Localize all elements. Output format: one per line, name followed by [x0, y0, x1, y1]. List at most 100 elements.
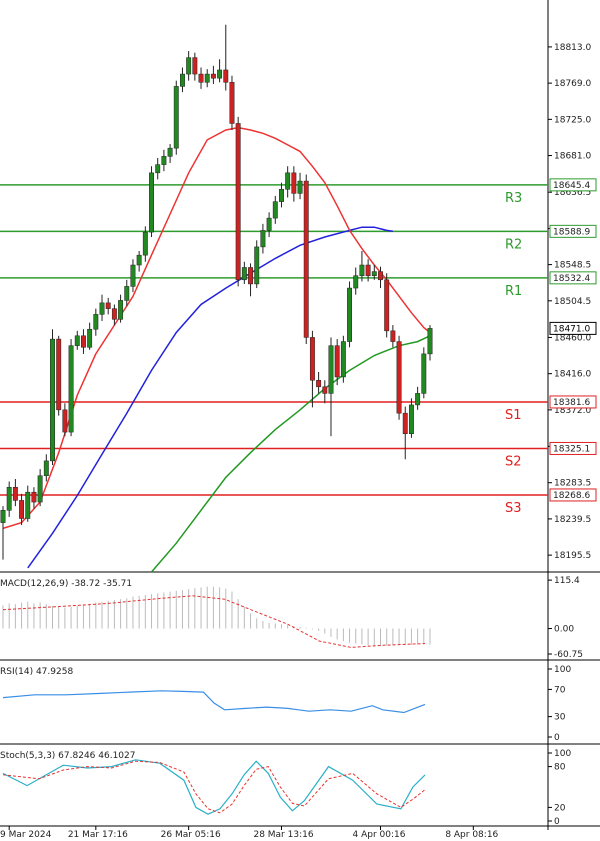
candle [31, 487, 37, 509]
candle [421, 347, 427, 399]
candle-body [396, 341, 402, 414]
candle [19, 493, 25, 526]
y-tick-label: 18548.5 [554, 261, 591, 271]
candle-body [62, 409, 68, 433]
level-price-label: 18588.9 [553, 227, 590, 237]
y-tick-label: 18813.0 [554, 43, 591, 53]
candle [415, 386, 421, 410]
candle [12, 478, 18, 507]
candle [260, 223, 266, 254]
candle-body [210, 73, 216, 79]
candle [180, 67, 185, 93]
candle-body [56, 338, 62, 411]
y-tick-label: 80 [554, 763, 566, 773]
candle [56, 335, 62, 416]
candle-body [266, 217, 272, 231]
candle [149, 166, 154, 238]
rsi-title: RSI(14) 47.9258 [0, 667, 73, 677]
candle-body [149, 172, 154, 233]
last-price-frame [549, 321, 597, 335]
candle [309, 330, 315, 408]
level-name-r3: R3 [505, 191, 522, 206]
x-tick-label: 28 Mar 13:16 [253, 830, 313, 840]
candle [291, 166, 297, 202]
candle-body [371, 271, 377, 276]
candle-body [6, 486, 12, 511]
candle [322, 380, 328, 404]
candle-body [254, 246, 260, 285]
candle-body [124, 286, 130, 301]
candle-body [192, 57, 198, 75]
candle-body [316, 379, 322, 388]
candle [285, 166, 291, 198]
candle [340, 335, 346, 383]
candle [427, 325, 433, 361]
candle-body [235, 123, 241, 281]
x-tick-label: 21 Mar 17:16 [68, 830, 128, 840]
candle-body [279, 189, 284, 202]
candle [402, 406, 408, 460]
candle-body [198, 73, 204, 83]
y-tick-label: 18769.0 [554, 79, 591, 89]
level-price-box-r3: 18645.4 [549, 178, 597, 192]
level-price-box-r2: 18588.9 [549, 224, 597, 238]
candle-body [87, 328, 93, 348]
level-name-s3: S3 [505, 501, 522, 516]
candle [87, 322, 93, 350]
candle [204, 69, 210, 88]
candle [161, 149, 167, 172]
candle-body [353, 275, 359, 289]
y-tick-label: 0 [554, 817, 560, 827]
level-box [549, 178, 597, 192]
y-tick-label: 18636.5 [554, 188, 591, 198]
candle [210, 65, 216, 84]
candle [136, 251, 142, 272]
candle-body [180, 73, 185, 87]
candle [279, 182, 284, 208]
level-box [549, 395, 597, 409]
candle [316, 372, 322, 394]
candle [384, 273, 390, 338]
candle [43, 454, 49, 482]
y-tick-label: 18372.0 [554, 406, 591, 416]
candle [124, 279, 130, 307]
y-tick-label: 0 [554, 733, 560, 743]
candle [118, 294, 124, 323]
x-tick-label: 9 Mar 2024 [0, 830, 52, 840]
candle [0, 506, 6, 560]
macd-title: MACD(12,26,9) -38.72 -35.71 [0, 579, 132, 589]
candle-body [136, 254, 142, 266]
candle [37, 469, 43, 507]
candle [111, 304, 117, 326]
candle-body [241, 267, 247, 281]
candle-body [12, 486, 18, 501]
candle [68, 339, 74, 437]
candle-body [31, 491, 37, 503]
candle [229, 75, 235, 131]
candle [186, 51, 192, 81]
y-tick-label: 18504.5 [554, 297, 591, 307]
candle [266, 212, 272, 238]
last-price-box: 18471.0 [549, 321, 597, 335]
candle-body [303, 180, 309, 338]
candle [328, 337, 334, 437]
candle [353, 267, 359, 295]
candle-body [421, 353, 427, 394]
macd-panel: MACD(12,26,9) -38.72 -35.71 115.4 0.00 -60.… [0, 576, 600, 661]
level-price-box-s1: 18381.6 [549, 395, 597, 409]
candle-body [260, 230, 266, 248]
candle-body [37, 475, 43, 503]
candle [130, 259, 136, 293]
candle-body [142, 231, 148, 256]
candle [365, 259, 371, 282]
candle [408, 398, 414, 438]
candle [93, 308, 99, 336]
y-tick-label: 18416.0 [554, 370, 591, 380]
candle [62, 403, 68, 437]
candle-body [0, 510, 6, 523]
candle-body [105, 302, 111, 309]
rsi-panel: RSI(14) 47.9258 100 70 30 0 [0, 665, 600, 745]
candle [272, 195, 278, 224]
candle-body [74, 335, 80, 346]
